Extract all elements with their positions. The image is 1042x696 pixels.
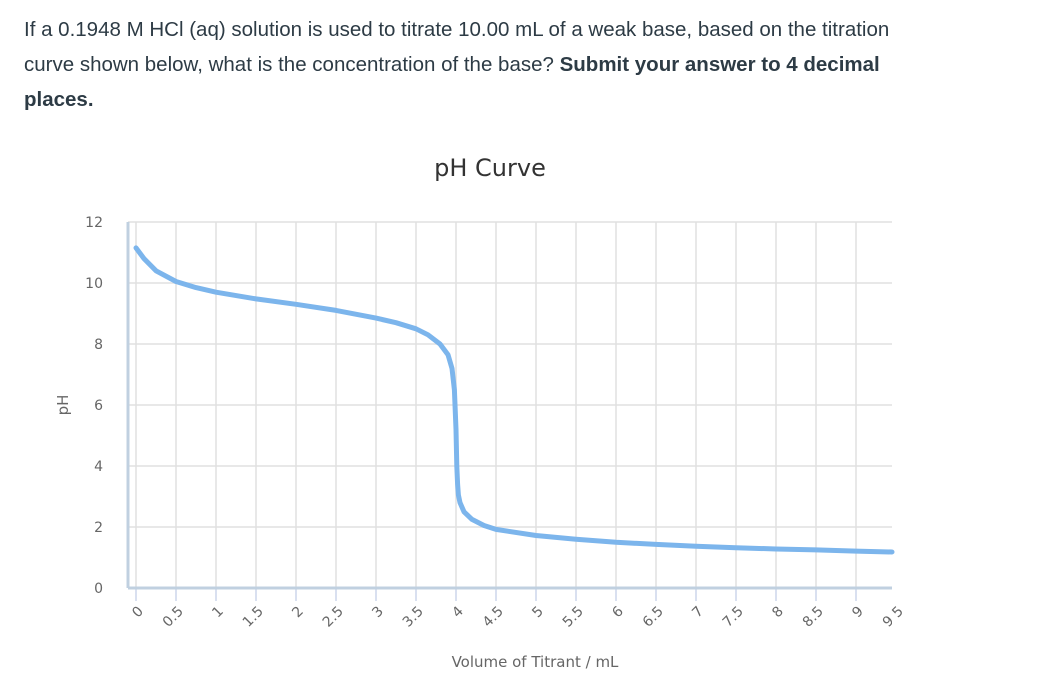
question-text: If a 0.1948 M HCl (aq) solution is used … (24, 12, 924, 117)
x-tick-label: 1.5 (240, 604, 267, 631)
y-axis-label: pH (54, 395, 72, 416)
y-tick-label: 4 (94, 459, 103, 475)
x-tick-label: 5.5 (560, 604, 587, 631)
x-tick-labels: 0 0.5 1 1.5 2 2.5 3 3.5 4 4.5 5 5.5 6 6.5 7 7.5 8 8.5 9 9.5 (129, 603, 907, 630)
x-tick-label: 3.5 (400, 604, 427, 631)
x-tick-label: 0.5 (160, 604, 187, 631)
x-tick-label: 5 (529, 604, 547, 622)
ph-series-line (133, 245, 895, 555)
x-tick-label: 7 (689, 604, 707, 622)
x-tick-label: 4 (449, 603, 467, 621)
question-body: If a 0.1948 M HCl (aq) solution is used … (24, 18, 890, 76)
y-tick-label: 12 (85, 215, 103, 231)
x-tick-label: 1 (209, 604, 227, 622)
y-tick-label: 6 (94, 398, 103, 414)
x-tick-label: 3 (369, 604, 387, 622)
x-tick-label: 6 (609, 603, 627, 621)
x-axis-label: Volume of Titrant / mL (452, 653, 619, 671)
y-tick-label: 0 (94, 581, 103, 597)
y-tick-labels: 0 2 4 6 8 10 12 (85, 215, 103, 597)
x-tick-label: 7.5 (720, 604, 747, 631)
x-tick-label: 4.5 (480, 604, 507, 631)
label-clip-mask (892, 618, 1042, 658)
y-tick-label: 10 (85, 276, 103, 292)
x-tick-label: 8 (769, 604, 787, 622)
y-tick-label: 2 (94, 520, 103, 536)
x-tick-label: 6.5 (640, 604, 667, 631)
x-tick-label: 0 (129, 604, 147, 622)
x-tick-label: 2.5 (320, 604, 347, 631)
axes (126, 222, 892, 601)
x-tick-label: 2 (289, 604, 307, 622)
y-tick-label: 8 (94, 337, 103, 353)
chart-title: pH Curve (434, 154, 546, 182)
x-tick-label: 8.5 (800, 604, 827, 631)
x-tick-label: 9 (849, 604, 867, 622)
question-instruction: Submit your answer to 4 decimal places. (24, 53, 880, 111)
